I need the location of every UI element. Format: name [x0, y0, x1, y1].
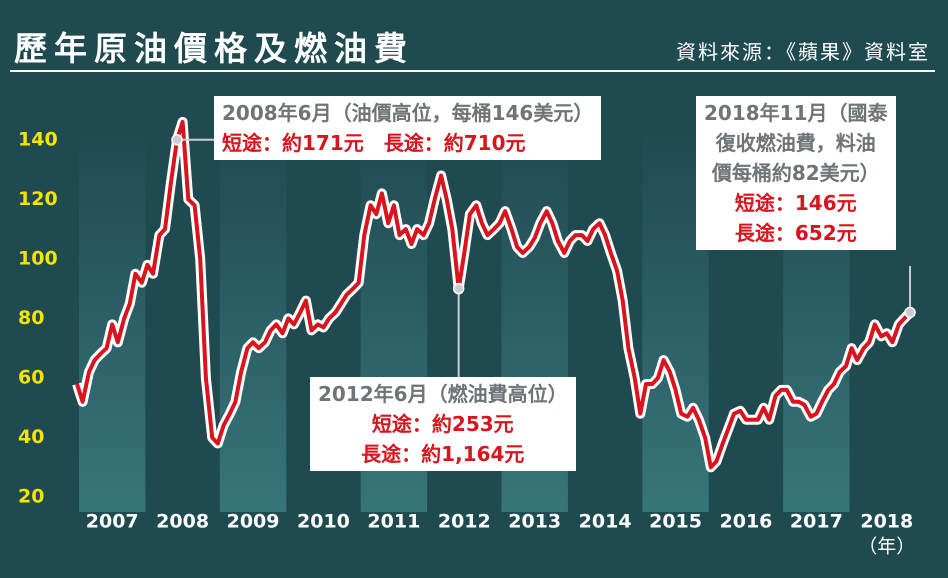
y-tick-label: 100: [18, 247, 58, 269]
x-tick-label: 2011: [367, 511, 420, 533]
annotation-text: 2008年6月（油價高位，每桶146美元）: [222, 101, 594, 125]
x-tick-label: 2014: [579, 511, 632, 533]
annotation-text: 短途：146元: [734, 191, 857, 215]
x-tick-label: 2016: [720, 511, 773, 533]
title-rule: [10, 70, 935, 72]
annotation-box: 2012年6月（燃油費高位） 短途：約253元 長途：約1,164元: [310, 377, 576, 471]
annotation-text: 短途：約171元 長途：約710元: [222, 131, 526, 155]
annotation-text: 長途：652元: [734, 221, 857, 245]
annotation-box: 2018年11月（國泰 復收燃油費，料油 價每桶約82美元） 短途：146元 長途：65…: [696, 96, 896, 250]
annotation-text: 2018年11月（國泰: [704, 101, 888, 125]
annotation-text: 短途：約253元: [371, 412, 514, 436]
x-tick-label: 2017: [790, 511, 843, 533]
annotation-text: 2012年6月（燃油費高位）: [318, 382, 568, 406]
y-tick-label: 20: [18, 486, 44, 508]
y-tick-label: 80: [18, 307, 44, 329]
x-tick-label: 2015: [649, 511, 702, 533]
x-tick-label: 2012: [438, 511, 491, 533]
annotation-text: 價每桶約82美元）: [711, 161, 880, 185]
x-axis-label: （年）: [858, 536, 915, 558]
annotation-point: [452, 282, 465, 295]
y-tick-label: 120: [18, 188, 58, 210]
x-tick-label: 2007: [86, 511, 139, 533]
x-tick-label: 2008: [156, 511, 209, 533]
y-tick-label: 60: [18, 367, 44, 389]
chart-title: 歷年原油價格及燃油費: [14, 29, 414, 68]
x-tick-label: 2009: [227, 511, 280, 533]
x-tick-label: 2018: [860, 511, 913, 533]
annotation-box: 2008年6月（油價高位，每桶146美元） 短途：約171元 長途：約710元: [214, 96, 602, 160]
y-tick-label: 40: [18, 426, 44, 448]
source: 資料來源：《蘋果》資料室: [676, 40, 930, 64]
x-tick-label: 2010: [297, 511, 350, 533]
line: [75, 119, 912, 470]
annotation-text: 長途：約1,164元: [361, 442, 525, 466]
annotation-point: [171, 134, 183, 146]
annotation-point: [904, 306, 916, 319]
x-tick-label: 2013: [508, 511, 561, 533]
y-tick-label: 140: [18, 128, 58, 150]
annotation-text: 復收燃油費，料油: [715, 131, 876, 155]
